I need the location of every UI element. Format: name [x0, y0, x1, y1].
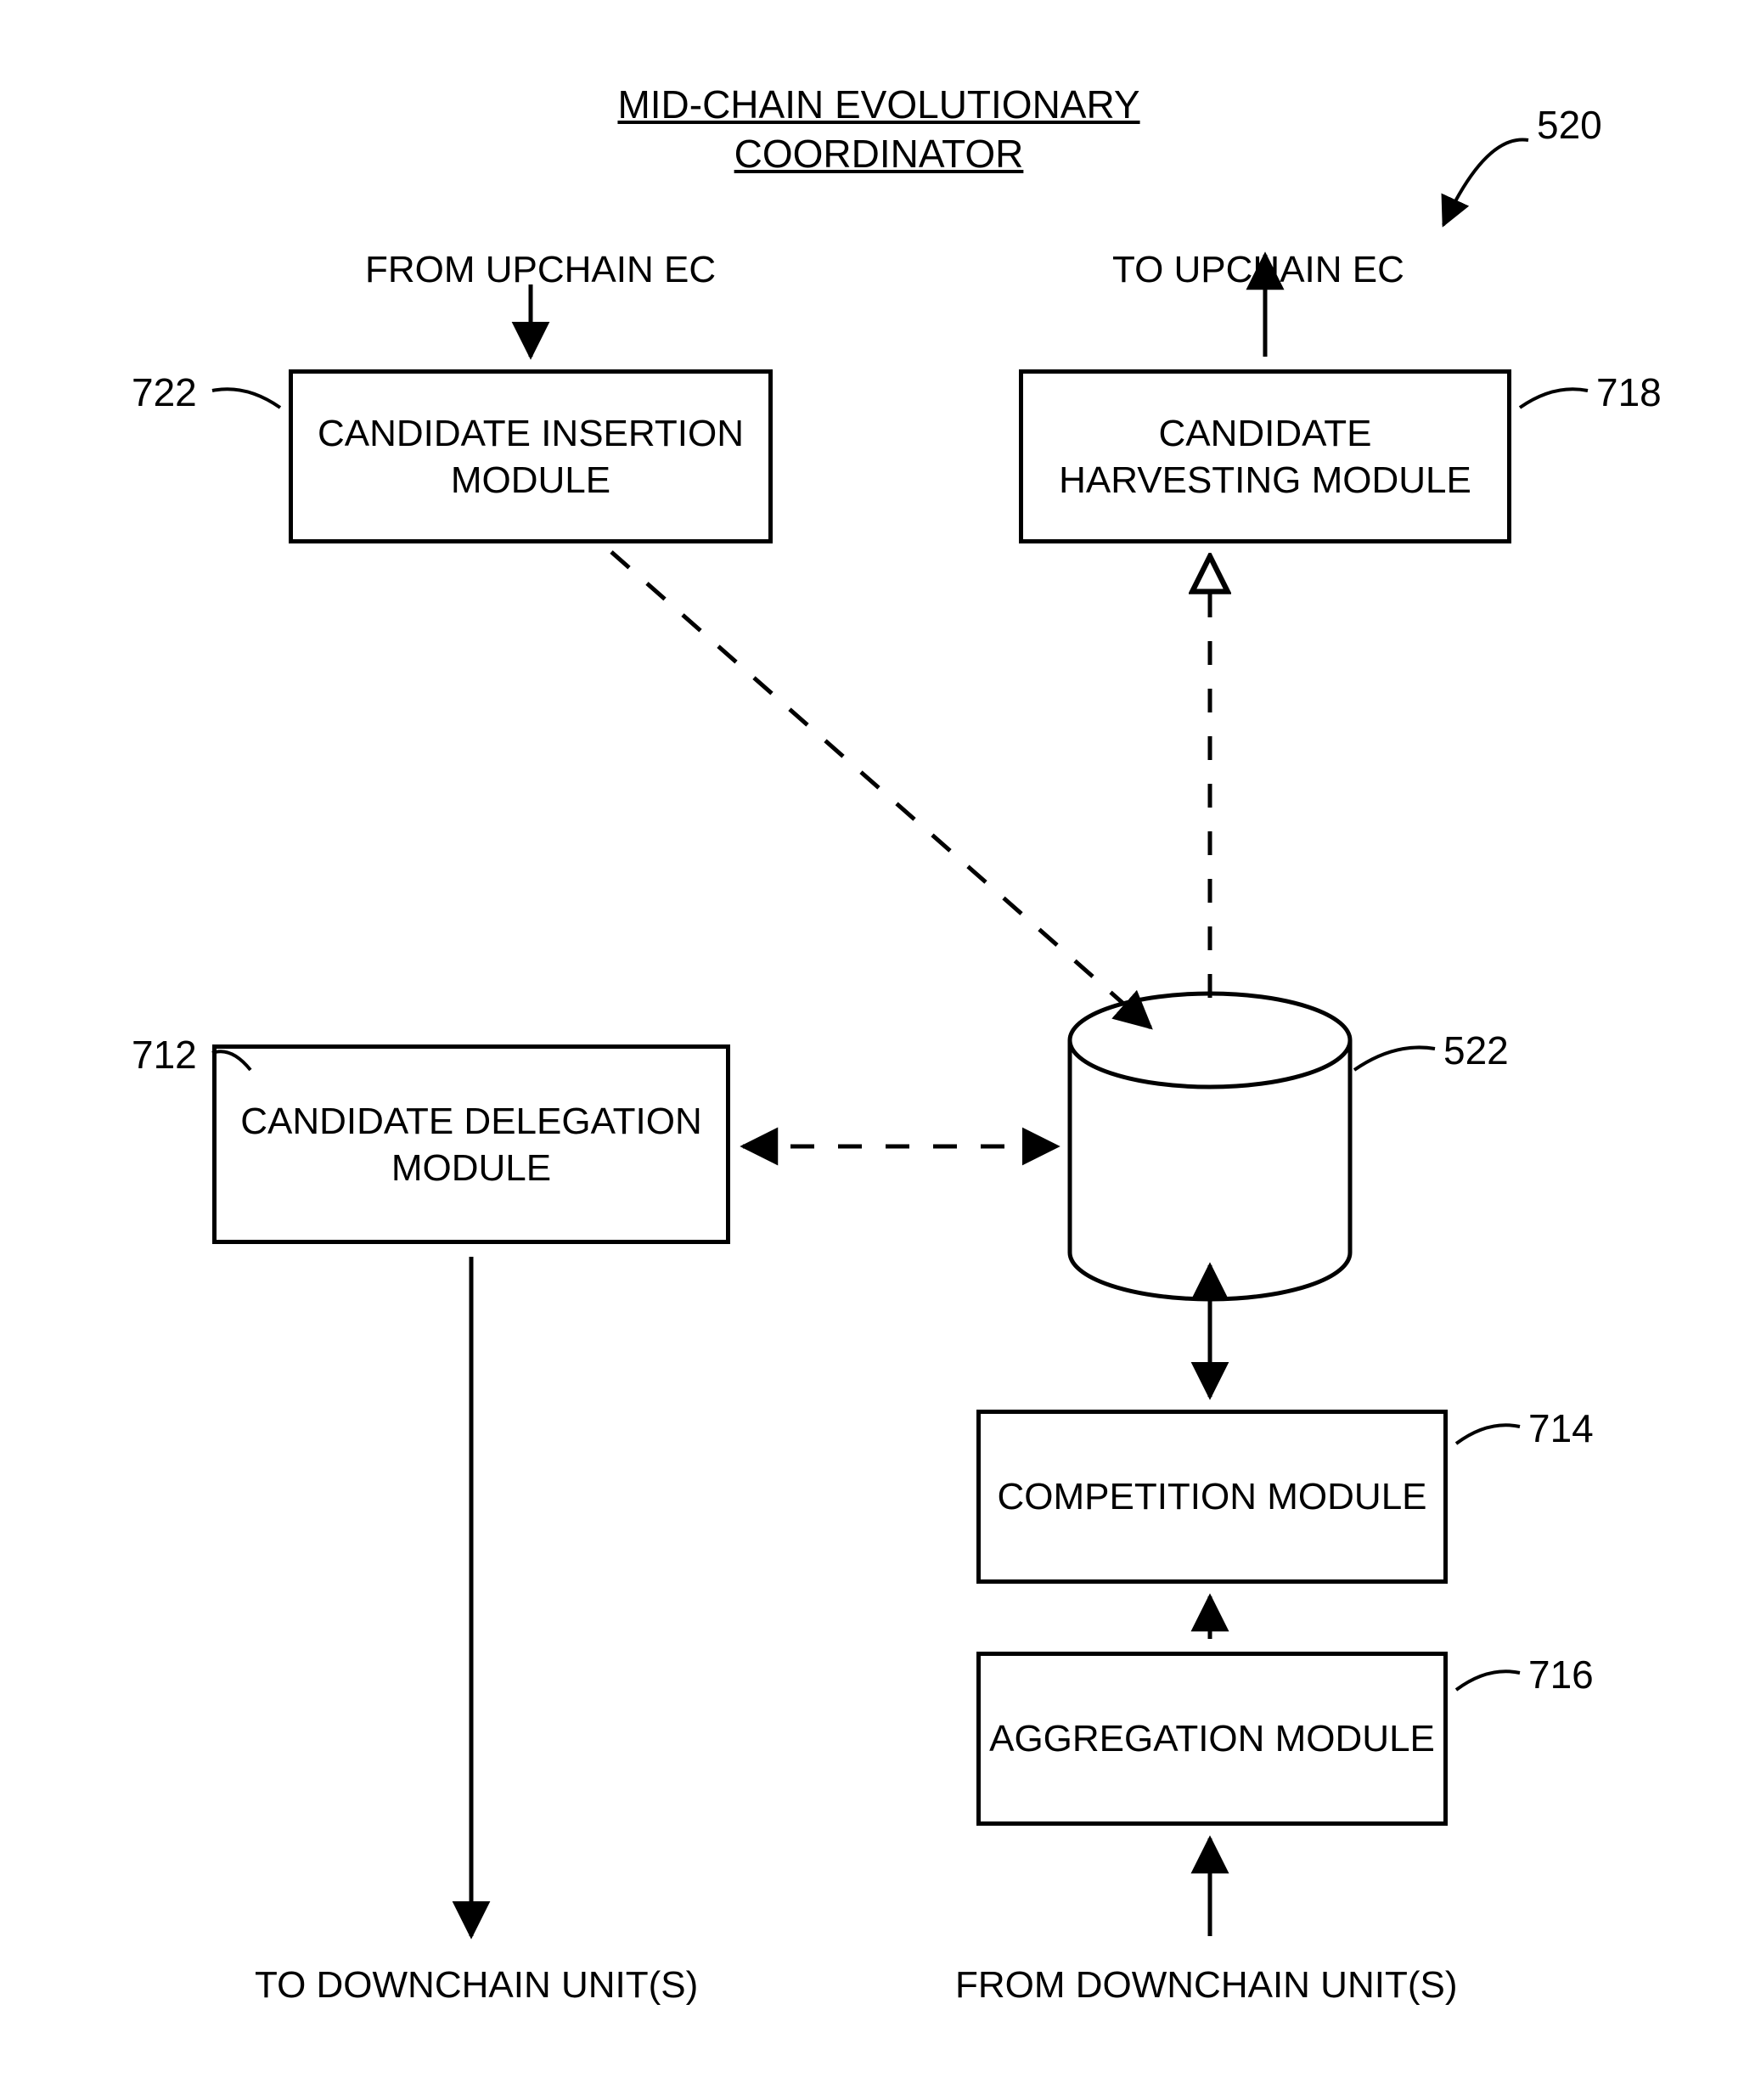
ref-714: 714	[1528, 1405, 1594, 1451]
ref-718: 718	[1596, 369, 1662, 415]
competition-module: COMPETITION MODULE	[976, 1410, 1448, 1584]
box-label: CANDIDATE DELEGATIONMODULE	[240, 1098, 702, 1191]
box-label: COMPETITION MODULE	[997, 1473, 1426, 1520]
ref-520: 520	[1537, 102, 1602, 148]
title-line2: COORDINATOR	[734, 132, 1024, 176]
ref-712: 712	[132, 1032, 197, 1078]
to-upchain-label: TO UPCHAIN EC	[1112, 246, 1404, 293]
box-label: CANDIDATEHARVESTING MODULE	[1059, 410, 1471, 504]
candidate-insertion-module: CANDIDATE INSERTIONMODULE	[289, 369, 773, 543]
l522	[1354, 1047, 1435, 1070]
l714	[1456, 1425, 1520, 1444]
to-downchain-label: TO DOWNCHAIN UNIT(S)	[255, 1962, 698, 2008]
title-line1: MID-CHAIN EVOLUTIONARY	[617, 82, 1139, 127]
from-upchain-label: FROM UPCHAIN EC	[365, 246, 716, 293]
l722	[212, 389, 280, 408]
l718	[1520, 389, 1588, 408]
from-downchain-label: FROM DOWNCHAIN UNIT(S)	[955, 1962, 1458, 2008]
l520	[1443, 139, 1528, 225]
box-label: CANDIDATE INSERTIONMODULE	[318, 410, 744, 504]
diagram-canvas: MID-CHAIN EVOLUTIONARY COORDINATOR CANDI…	[0, 0, 1744, 2100]
candidate-harvesting-module: CANDIDATEHARVESTING MODULE	[1019, 369, 1511, 543]
box-label: AGGREGATION MODULE	[989, 1715, 1435, 1762]
ref-522: 522	[1443, 1027, 1509, 1073]
local-candidate-pool-label: LOCALCANDIDATEPOOL	[1074, 1100, 1346, 1240]
candidate-delegation-module: CANDIDATE DELEGATIONMODULE	[212, 1044, 730, 1244]
insertion-to-pool	[611, 552, 1150, 1027]
diagram-title: MID-CHAIN EVOLUTIONARY COORDINATOR	[582, 81, 1176, 178]
ref-716: 716	[1528, 1652, 1594, 1697]
ref-722: 722	[132, 369, 197, 415]
aggregation-module: AGGREGATION MODULE	[976, 1652, 1448, 1826]
l716	[1456, 1671, 1520, 1690]
